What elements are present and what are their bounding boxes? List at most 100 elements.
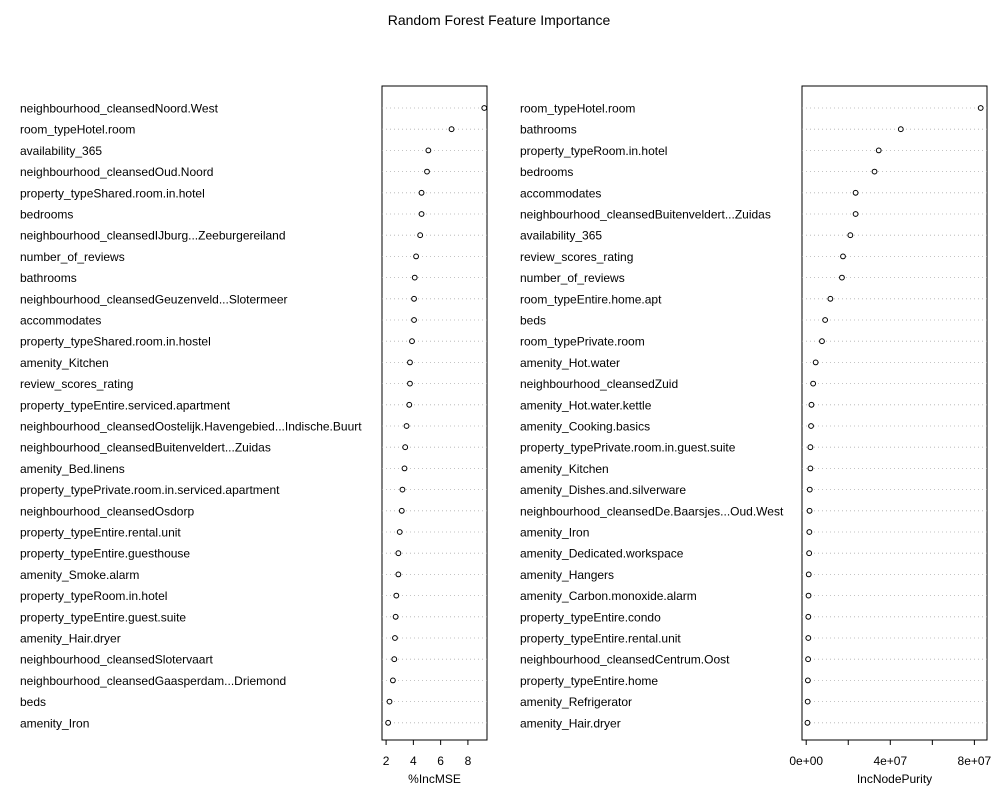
incnodepurity-feature-labels: room_typeHotel.room bathrooms property_typ… — [520, 102, 784, 731]
incnodepurity-point — [852, 189, 859, 196]
incmse-feature-label: neighbourhood_cleansedIJburg...Zeeburger… — [20, 229, 286, 243]
incnodepurity-point — [805, 635, 812, 641]
incnodepurity-feature-label: room_typePrivate.room — [520, 335, 645, 349]
incmse-feature-label: accommodates — [20, 314, 101, 328]
incnodepurity-point — [875, 147, 882, 154]
incnodepurity-point — [806, 486, 813, 493]
incmse-feature-label: amenity_Hair.dryer — [20, 632, 121, 646]
incmse-point — [392, 613, 399, 620]
incnodepurity-point — [804, 677, 811, 684]
incnodepurity-feature-label: amenity_Hair.dryer — [520, 716, 621, 730]
incmse-feature-label: beds — [20, 695, 46, 709]
incnodepurity-tick-label: 0e+00 — [789, 754, 823, 768]
incnodepurity-point — [804, 719, 811, 726]
incnodepurity-feature-label: beds — [520, 314, 546, 328]
incmse-point — [401, 465, 408, 472]
incnodepurity-tick-label: 4e+07 — [873, 754, 907, 768]
incnodepurity-point — [847, 232, 854, 239]
incmse-point — [448, 126, 455, 133]
incmse-point — [411, 295, 417, 302]
incnodepurity-point — [805, 592, 812, 599]
incmse-feature-label: neighbourhood_cleansedOud.Noord — [20, 165, 213, 179]
incmse-point — [481, 105, 488, 111]
incnodepurity-feature-label: neighbourhood_cleansedDe.Baarsjes...Oud.… — [520, 504, 784, 518]
incmse-feature-label: neighbourhood_cleansedBuitenveldert...Zu… — [20, 441, 271, 455]
incnodepurity-grid-lines — [802, 107, 987, 724]
incnodepurity-feature-label: accommodates — [520, 186, 601, 200]
incnodepurity-feature-label: amenity_Iron — [520, 526, 589, 540]
incnodepurity-point — [897, 126, 904, 133]
chart-title: Random Forest Feature Importance — [388, 12, 611, 28]
incmse-point — [402, 444, 409, 451]
incmse-point — [411, 317, 417, 323]
incmse-point — [399, 486, 406, 493]
incnodepurity-feature-label: availability_365 — [520, 229, 602, 243]
incmse-point — [406, 401, 413, 408]
incnodepurity-feature-label: amenity_Cooking.basics — [520, 420, 650, 434]
incnodepurity-panel: room_typeHotel.room bathrooms property_typ… — [520, 85, 992, 786]
incnodepurity-x-axis-label: IncNodePurity — [857, 772, 932, 786]
incmse-feature-label: property_typeEntire.guesthouse — [20, 547, 190, 561]
incmse-feature-label: neighbourhood_cleansedGaasperdam...Driem… — [20, 674, 286, 688]
incnodepurity-point — [852, 211, 859, 217]
incnodepurity-feature-label: amenity_Hot.water.kettle — [520, 398, 652, 412]
incmse-feature-label: neighbourhood_cleansedNoord.West — [20, 102, 219, 116]
incmse-point — [424, 168, 430, 175]
incmse-point — [395, 550, 402, 557]
incnodepurity-feature-label: review_scores_rating — [520, 250, 633, 264]
incnodepurity-point — [807, 465, 814, 472]
incmse-feature-label: amenity_Kitchen — [20, 356, 109, 370]
incmse-point — [411, 274, 418, 281]
incnodepurity-plot-frame — [801, 85, 988, 741]
incmse-panel: neighbourhood_cleansedNoord.West room_typ… — [20, 85, 488, 786]
incnodepurity-point — [827, 295, 834, 302]
incmse-feature-label: property_typeEntire.serviced.apartment — [20, 398, 231, 412]
incmse-point — [395, 571, 402, 578]
incmse-point — [398, 507, 405, 514]
incnodepurity-point — [977, 105, 984, 111]
incnodepurity-point — [812, 359, 819, 366]
incnodepurity-point — [804, 698, 811, 705]
incnodepurity-feature-label: room_typeEntire.home.apt — [520, 292, 662, 306]
incnodepurity-point — [805, 613, 812, 620]
incnodepurity-point — [819, 338, 825, 345]
incmse-feature-label: property_typeEntire.rental.unit — [20, 526, 181, 540]
incmse-point — [403, 423, 410, 429]
incmse-points — [385, 105, 488, 726]
incnodepurity-point — [806, 507, 813, 514]
incnodepurity-feature-label: neighbourhood_cleansedBuitenveldert...Zu… — [520, 208, 771, 222]
incnodepurity-feature-label: neighbourhood_cleansedZuid — [520, 377, 678, 391]
incnodepurity-point — [808, 423, 814, 429]
incmse-feature-label: property_typePrivate.room.in.serviced.ap… — [20, 483, 280, 497]
incnodepurity-feature-label: property_typeRoom.in.hotel — [520, 144, 667, 158]
incnodepurity-feature-label: property_typeEntire.rental.unit — [520, 632, 681, 646]
incmse-feature-label: bathrooms — [20, 271, 77, 285]
incmse-feature-label: availability_365 — [20, 144, 102, 158]
incnodepurity-point — [822, 317, 829, 323]
incnodepurity-feature-label: amenity_Hot.water — [520, 356, 620, 370]
incmse-tick-label: 8 — [465, 754, 472, 768]
incmse-feature-label: neighbourhood_cleansedSlotervaart — [20, 653, 213, 667]
incmse-feature-label: property_typeShared.room.in.hotel — [20, 186, 205, 200]
incnodepurity-feature-label: amenity_Dedicated.workspace — [520, 547, 684, 561]
incnodepurity-feature-label: property_typeEntire.home — [520, 674, 658, 688]
incnodepurity-point — [810, 380, 817, 387]
incnodepurity-feature-label: bathrooms — [520, 123, 577, 137]
incmse-feature-label: neighbourhood_cleansedOostelijk.Havengeb… — [20, 420, 362, 434]
incmse-feature-label: bedrooms — [20, 208, 73, 222]
incmse-feature-label: amenity_Smoke.alarm — [20, 568, 139, 582]
incnodepurity-point — [871, 168, 878, 175]
incmse-x-axis: 2 4 6 8 — [383, 739, 472, 768]
incmse-point — [409, 338, 415, 345]
incnodepurity-point — [839, 274, 845, 281]
incmse-tick-label: 6 — [437, 754, 444, 768]
incmse-feature-label: property_typeEntire.guest.suite — [20, 610, 186, 624]
incmse-feature-label: property_typeShared.room.in.hostel — [20, 335, 211, 349]
incmse-x-axis-label: %IncMSE — [408, 772, 461, 786]
incnodepurity-x-axis: 0e+00 4e+07 8e+07 — [789, 739, 992, 768]
incmse-point — [413, 253, 419, 260]
incnodepurity-tick-label: 8e+07 — [958, 754, 992, 768]
incnodepurity-feature-label: property_typeEntire.condo — [520, 610, 661, 624]
